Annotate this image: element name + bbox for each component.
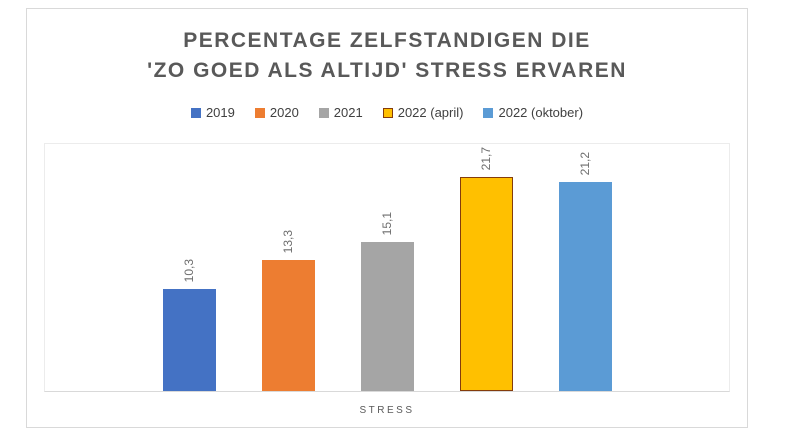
bar-2021 — [360, 242, 414, 391]
legend-item-2021: 2021 — [318, 105, 363, 120]
legend-item-2020: 2020 — [254, 105, 299, 120]
bar-2019 — [162, 289, 216, 391]
legend-label-2019: 2019 — [205, 105, 235, 120]
bar-group-2019: 10,3 — [162, 259, 216, 391]
chart-title: PERCENTAGE ZELFSTANDIGEN DIE 'ZO GOED AL… — [27, 9, 747, 86]
x-axis-label: STRESS — [359, 405, 415, 416]
bar-2020 — [261, 260, 315, 391]
chart-title-line1: PERCENTAGE ZELFSTANDIGEN DIE — [183, 29, 591, 52]
bar-2022-oktober — [558, 182, 612, 391]
legend-swatch-2019 — [190, 107, 201, 118]
chart-container: PERCENTAGE ZELFSTANDIGEN DIE 'ZO GOED AL… — [26, 8, 748, 428]
legend-item-2022-oktober: 2022 (oktober) — [483, 105, 583, 120]
legend-swatch-2022-oktober — [483, 107, 494, 118]
bar-value-label-2019: 10,3 — [182, 258, 196, 282]
bar-group-2020: 13,3 — [261, 230, 315, 391]
legend-label-2020: 2020 — [269, 105, 299, 120]
legend-swatch-2020 — [254, 107, 265, 118]
bars-group: 10,3 13,3 15,1 21,7 21,2 — [45, 144, 729, 391]
bar-value-label-2022-april: 21,7 — [479, 146, 493, 170]
bar-value-label-2022-oktober: 21,2 — [578, 151, 592, 175]
bar-value-label-box: 10,3 — [182, 259, 196, 282]
bar-group-2022-april: 21,7 — [459, 147, 513, 391]
bar-value-label-box: 21,2 — [578, 152, 592, 175]
chart-legend: 2019 2020 2021 2022 (april) 2022 (oktober) — [27, 105, 747, 120]
bar-group-2021: 15,1 — [360, 212, 414, 391]
legend-label-2022-april: 2022 (april) — [397, 105, 464, 120]
bar-value-label-box: 21,7 — [479, 147, 493, 170]
legend-label-2021: 2021 — [333, 105, 363, 120]
chart-title-line2: 'ZO GOED ALS ALTIJD' STRESS ERVAREN — [147, 59, 627, 82]
plot-area: 10,3 13,3 15,1 21,7 21,2 — [44, 143, 730, 392]
legend-swatch-2021 — [318, 107, 329, 118]
legend-swatch-2022-april — [382, 107, 393, 118]
bar-group-2022-oktober: 21,2 — [558, 152, 612, 391]
bar-2022-april — [459, 177, 513, 391]
bar-value-label-box: 15,1 — [380, 212, 394, 235]
bar-value-label-box: 13,3 — [281, 230, 295, 253]
legend-item-2022-april: 2022 (april) — [382, 105, 464, 120]
legend-label-2022-oktober: 2022 (oktober) — [498, 105, 584, 120]
bar-value-label-2021: 15,1 — [380, 211, 394, 235]
bar-value-label-2020: 13,3 — [281, 229, 295, 253]
legend-item-2019: 2019 — [190, 105, 235, 120]
